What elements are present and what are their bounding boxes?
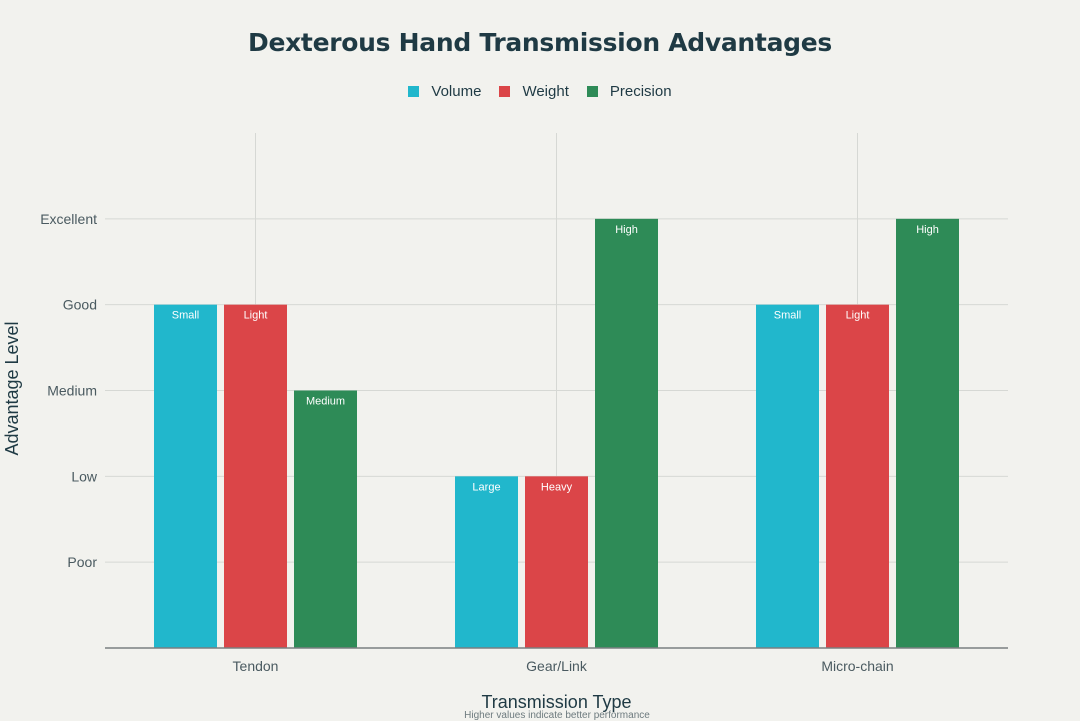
bar-label-weight-tendon: Light [244, 310, 268, 322]
x-tick-label-gear-link: Gear/Link [526, 658, 588, 674]
y-axis-title: Advantage Level [2, 321, 22, 455]
legend: Volume Weight Precision [0, 83, 1080, 100]
x-tick-label-micro-chain: Micro-chain [821, 658, 893, 674]
y-tick-label-excellent: Excellent [40, 211, 97, 227]
ticks: Poor Low Medium Good Excellent Tendon Gear/Lin… [40, 211, 893, 674]
bar-label-precision-gear-link: High [615, 224, 638, 236]
legend-item-precision[interactable]: Precision [586, 83, 672, 100]
legend-swatch-precision [586, 86, 598, 97]
chart-title: Dexterous Hand Transmission Advantages [248, 28, 832, 57]
bar-label-weight-gear-link: Heavy [541, 481, 573, 493]
bar-precision-gear-link [595, 218, 658, 649]
bar-weight-micro-chain [826, 304, 889, 648]
y-tick-label-poor: Poor [67, 554, 97, 570]
legend-label-precision: Precision [609, 83, 672, 100]
x-axis-title: Transmission Type [481, 692, 631, 712]
bar-precision-tendon [294, 390, 357, 648]
bar-label-precision-tendon: Medium [306, 396, 345, 408]
y-tick-label-low: Low [71, 468, 98, 484]
bar-label-volume-tendon: Small [172, 310, 200, 322]
legend-swatch-weight [499, 86, 511, 97]
bars: Small Light Medium Large Heavy High Small Light… [154, 218, 959, 649]
footnote: Higher values indicate better performanc… [464, 710, 650, 721]
legend-label-volume: Volume [431, 83, 482, 100]
legend-item-weight[interactable]: Weight [499, 83, 569, 100]
y-tick-label-medium: Medium [47, 383, 97, 399]
bar-volume-tendon [154, 304, 217, 648]
bar-weight-tendon [224, 304, 287, 648]
x-tick-label-tendon: Tendon [233, 658, 279, 674]
bar-weight-gear-link [525, 476, 588, 648]
bar-label-volume-gear-link: Large [472, 481, 500, 493]
bar-volume-micro-chain [756, 304, 819, 648]
bar-precision-micro-chain [896, 218, 959, 649]
bar-label-weight-micro-chain: Light [846, 310, 870, 322]
bar-label-volume-micro-chain: Small [774, 310, 802, 322]
legend-label-weight: Weight [522, 83, 569, 100]
y-tick-label-good: Good [63, 297, 97, 313]
legend-swatch-volume [408, 86, 420, 97]
bar-label-precision-micro-chain: High [916, 224, 939, 236]
bar-volume-gear-link [455, 476, 518, 648]
legend-item-volume[interactable]: Volume [408, 83, 481, 100]
